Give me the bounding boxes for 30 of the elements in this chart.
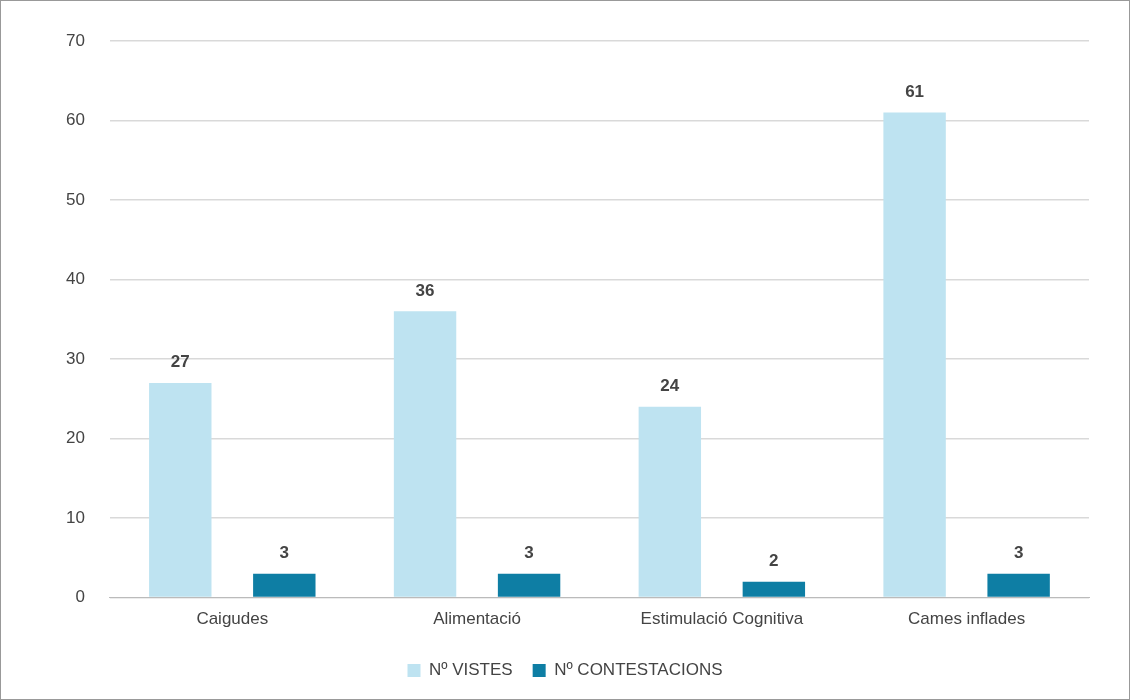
- y-tick-label: 60: [65, 110, 85, 130]
- data-label: 27: [170, 352, 190, 372]
- y-tick-label: 20: [65, 428, 85, 448]
- data-label: 3: [279, 542, 290, 562]
- bar: [149, 382, 212, 597]
- bar: [638, 406, 702, 597]
- y-tick-label: 40: [65, 269, 85, 289]
- x-tick-label: Estimulació Cognitiva: [640, 609, 804, 629]
- y-tick-label: 30: [65, 348, 85, 368]
- data-label: 36: [415, 280, 435, 300]
- y-tick-label: 50: [65, 189, 85, 209]
- y-tick-label: 10: [65, 507, 85, 527]
- data-label: 3: [1013, 542, 1024, 562]
- data-label: 2: [769, 550, 779, 570]
- bar: [497, 573, 561, 597]
- legend-label: Nº CONTESTACIONS: [554, 660, 723, 680]
- x-tick-label: Caigudes: [196, 609, 269, 629]
- y-tick-label: 70: [65, 30, 85, 50]
- data-label: 24: [660, 375, 680, 395]
- data-label: 3: [524, 542, 534, 562]
- bar: [883, 112, 946, 597]
- bar: [987, 573, 1050, 597]
- data-label: 61: [905, 81, 925, 101]
- bar: [742, 581, 806, 597]
- x-tick-label: Cames inflades: [908, 609, 1026, 629]
- bar: [253, 573, 316, 597]
- legend-label: Nº VISTES: [428, 660, 513, 680]
- y-tick-label: 0: [75, 587, 85, 607]
- x-tick-label: Alimentació: [433, 609, 522, 629]
- bar: [393, 311, 457, 597]
